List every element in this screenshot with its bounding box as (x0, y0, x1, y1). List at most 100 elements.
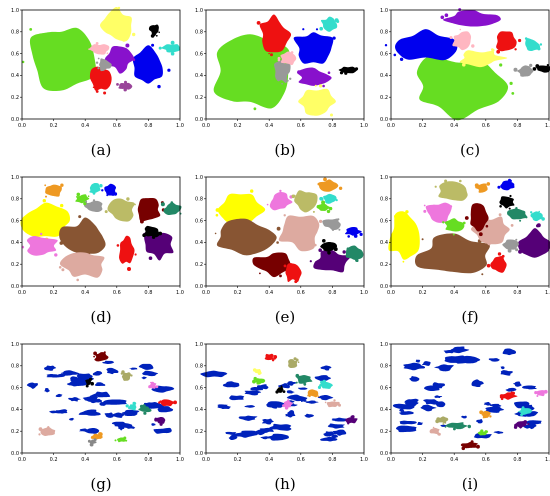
cluster-point (436, 417, 441, 422)
scatter-plot: 0.0 0.2 0.4 0.6 0.8 1.0 0.0 0.2 0.4 0.6 0.8 1.0 (380, 175, 550, 296)
y-tick-label: 0.4 (195, 240, 203, 246)
cluster-point (87, 195, 90, 197)
cluster-point (338, 186, 343, 190)
cluster-15 (75, 194, 90, 204)
cluster-point (87, 439, 91, 443)
background-cluster (423, 399, 439, 405)
x-tick-label: 0.2 (419, 457, 427, 463)
cluster-13 (285, 263, 302, 283)
cluster-point (327, 71, 331, 74)
cluster-point (38, 433, 41, 436)
background-cluster (327, 423, 345, 429)
x-tick-label: 0.4 (450, 457, 458, 463)
cluster-6 (137, 198, 161, 222)
y-tick-label: 0.8 (380, 364, 388, 370)
scatter-plot: 0.0 0.2 0.4 0.6 0.8 1.0 0.0 0.2 0.4 0.6 0.8 1.0 (195, 175, 368, 296)
background-cluster (320, 365, 332, 371)
cluster-point (158, 31, 160, 34)
y-tick-label: 0.0 (380, 117, 388, 123)
cluster-14 (530, 211, 543, 222)
cluster-point (328, 206, 333, 211)
cluster-point (459, 28, 462, 31)
cluster-point (45, 195, 47, 198)
cluster-3 (293, 32, 334, 64)
y-tick-label: 0.4 (11, 407, 19, 413)
cluster-point (315, 28, 319, 31)
background-cluster (99, 401, 106, 406)
background-cluster (138, 363, 154, 370)
cluster-point (444, 13, 449, 17)
background-cluster (222, 381, 240, 388)
cluster-11 (507, 208, 528, 220)
cluster-point (89, 442, 94, 447)
cluster-point (509, 81, 513, 85)
background-cluster (26, 382, 38, 389)
background-cluster (142, 370, 159, 377)
cluster-point (302, 28, 305, 31)
y-tick-label: 0.0 (11, 117, 19, 123)
cluster-point (459, 179, 462, 183)
cluster-point (319, 219, 323, 223)
cluster-point (479, 410, 484, 415)
cluster-point (333, 399, 336, 402)
cluster-point (501, 254, 505, 258)
cluster-point (253, 107, 257, 111)
cluster-point (60, 183, 64, 187)
cluster-point (170, 201, 174, 204)
cluster-point (281, 82, 283, 85)
cluster-1 (217, 193, 266, 225)
x-tick-label: 1.0 (545, 290, 550, 296)
y-tick-label: 1.0 (195, 175, 203, 181)
cluster-13 (500, 180, 515, 191)
cluster-1 (460, 441, 478, 449)
cluster-point (515, 238, 518, 241)
cluster-point (513, 67, 518, 72)
cluster-point (83, 202, 87, 206)
cluster-point (295, 381, 298, 384)
cluster-point (284, 406, 289, 410)
cluster-point (122, 39, 126, 42)
x-tick-label: 0.8 (144, 123, 152, 129)
cluster-point (312, 210, 315, 213)
cluster-point (543, 389, 548, 394)
cluster-point (351, 415, 355, 419)
cluster-point (93, 355, 95, 358)
cluster-point (470, 440, 474, 444)
cluster-9 (45, 184, 62, 197)
cluster-point (496, 49, 501, 54)
cluster-point (271, 359, 275, 362)
background-cluster (417, 421, 424, 425)
cluster-point (252, 368, 257, 372)
cluster-point (432, 426, 435, 429)
y-tick-label: 0.8 (195, 364, 203, 370)
background-cluster (244, 390, 262, 396)
cluster-point (159, 422, 163, 426)
cluster-point (151, 235, 156, 239)
x-tick-label: 0.2 (50, 457, 58, 463)
cluster-point (76, 278, 79, 282)
cluster-7 (438, 416, 449, 424)
x-tick-label: 0.2 (50, 290, 58, 296)
cluster-point (541, 217, 545, 221)
cluster-point (282, 390, 286, 393)
cluster-point (537, 47, 541, 51)
cluster-point (125, 404, 129, 408)
cluster-point (155, 385, 159, 389)
background-cluster (92, 370, 103, 376)
cluster-point (134, 253, 137, 256)
cluster-5 (298, 88, 336, 116)
cluster-12 (345, 226, 362, 236)
cluster-6 (452, 31, 472, 51)
background-cluster (261, 418, 274, 425)
cluster-point (158, 46, 162, 50)
cluster-point (499, 205, 502, 208)
cluster-point (324, 401, 327, 404)
cluster-point (279, 274, 282, 278)
background-cluster (317, 394, 334, 401)
cluster-8 (517, 228, 550, 258)
cluster-2 (59, 217, 106, 254)
cluster-point (394, 214, 398, 219)
background-cluster (483, 402, 491, 406)
cluster-2 (295, 375, 313, 384)
cluster-point (442, 221, 445, 224)
